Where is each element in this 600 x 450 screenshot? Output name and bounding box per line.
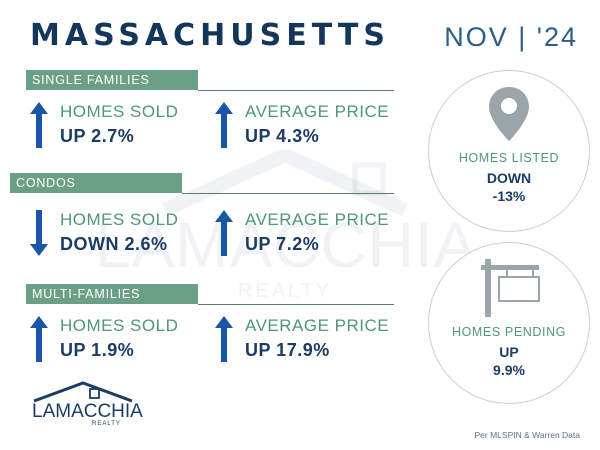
map-pin-icon (489, 87, 529, 141)
metric-label: AVERAGE PRICE (245, 316, 390, 335)
divider (198, 90, 394, 91)
homes-listed-circle: HOMES LISTED DOWN -13% (428, 70, 590, 232)
report-date: NOV | '24 (444, 22, 578, 52)
homes-listed-direction: DOWN (486, 170, 532, 186)
sign-post-icon (481, 259, 540, 317)
metric-value: UP 1.9% (60, 340, 135, 360)
metric-label: HOMES SOLD (60, 210, 179, 229)
homes-listed-value: -13% (492, 188, 526, 204)
metric-condo-homes-sold: HOMES SOLD DOWN 2.6% (30, 210, 210, 262)
metric-label: HOMES SOLD (60, 102, 179, 121)
metric-multi-homes-sold: HOMES SOLD UP 1.9% (30, 316, 210, 368)
metric-label: HOMES SOLD (60, 316, 179, 335)
metric-value: UP 17.9% (245, 340, 330, 360)
metric-single-homes-sold: HOMES SOLD UP 2.7% (30, 102, 210, 154)
metric-single-average-price: AVERAGE PRICE UP 4.3% (215, 102, 395, 154)
metric-value: UP 7.2% (245, 234, 320, 254)
homes-pending-circle: HOMES PENDING UP 9.9% (428, 242, 590, 404)
section-title: SINGLE FAMILIES (32, 73, 150, 87)
homes-pending-label: HOMES PENDING (451, 325, 567, 339)
arrow-up-icon (30, 316, 48, 362)
homes-pending-value: 9.9% (493, 362, 525, 378)
logo-subtext: REALTY (92, 421, 121, 427)
metric-condo-average-price: AVERAGE PRICE UP 7.2% (215, 210, 395, 262)
metric-value: UP 2.7% (60, 126, 135, 146)
metric-value: UP 4.3% (245, 126, 320, 146)
homes-listed-label: HOMES LISTED (458, 151, 560, 165)
section-title: CONDOS (16, 176, 76, 190)
metric-label: AVERAGE PRICE (245, 102, 390, 121)
metric-multi-average-price: AVERAGE PRICE UP 17.9% (215, 316, 395, 368)
source-footnote: Per MLSPIN & Warren Data (474, 430, 581, 440)
arrow-up-icon (215, 102, 233, 148)
page-title: MASSACHUSETTS (30, 18, 390, 53)
company-logo: LAMACCHIA REALTY (30, 381, 143, 433)
arrow-up-icon (215, 210, 233, 256)
logo-text: LAMACCHIA (32, 401, 143, 422)
arrow-down-icon (30, 210, 48, 256)
divider (182, 193, 394, 194)
metric-label: AVERAGE PRICE (245, 210, 390, 229)
homes-pending-direction: UP (499, 344, 519, 360)
logo-roof-icon (33, 381, 133, 403)
metric-value: DOWN 2.6% (60, 234, 168, 254)
arrow-up-icon (30, 102, 48, 148)
arrow-up-icon (215, 316, 233, 362)
section-header-multi-families: MULTI-FAMILIES (26, 284, 198, 304)
section-header-condos: CONDOS (10, 173, 182, 193)
section-header-single-families: SINGLE FAMILIES (26, 70, 198, 90)
divider (198, 304, 394, 305)
section-title: MULTI-FAMILIES (32, 287, 141, 301)
